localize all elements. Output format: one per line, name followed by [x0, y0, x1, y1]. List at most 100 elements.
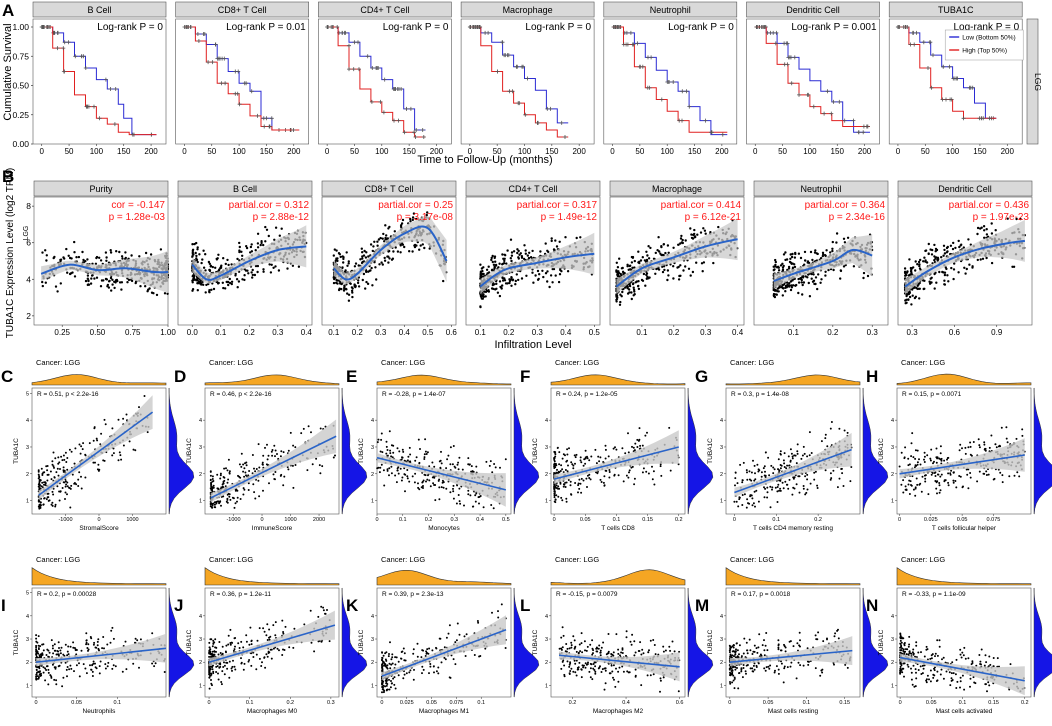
b-confidence-band: [333, 216, 447, 285]
xtick-label: 1000: [284, 517, 296, 523]
xlabel: Macrophages M1: [419, 708, 470, 715]
a-xtick-label: 0: [468, 147, 473, 156]
ytick-label: 4: [545, 614, 548, 620]
ytick-label: 4: [720, 614, 723, 620]
ytick-label: 4: [199, 418, 202, 424]
b-p-label: p = 1.28e-03: [109, 212, 166, 223]
right-density: [687, 387, 714, 515]
b-ytick-label: 4: [26, 274, 31, 284]
ylabel: TUBA1C: [358, 629, 365, 655]
right-density: [1033, 387, 1052, 515]
b-cor-label: partial.cor = 0.312: [229, 200, 310, 211]
ytick-label: 3: [26, 637, 29, 643]
xlabel: Mast cells resting: [768, 708, 819, 715]
b-strip-title: Macrophage: [652, 184, 702, 194]
xtick-label: 0.1: [246, 700, 254, 706]
ytick-label: 1: [545, 683, 548, 689]
b-subplot-6: Dendritic Cell 0.3 0.6 0.9 partial.cor = 0.4…: [897, 180, 1033, 337]
stat-label: R = 0.51, p < 2.2e-16: [37, 391, 99, 398]
b-ytick-label: 6: [26, 238, 31, 248]
xlabel: Neutrophils: [83, 708, 117, 715]
scatter-panel-C: C Cancer: LGG 1 2 3 4 5 -1000 0 1000 TUBA1C Stromal…: [1, 358, 195, 532]
b-fit-line: [191, 245, 307, 281]
xtick-label: 0: [898, 517, 901, 523]
xtick-label: 0.1: [772, 517, 780, 523]
a-xtick-label: 150: [688, 147, 702, 156]
top-density: [31, 567, 167, 586]
b-strip: [465, 180, 601, 197]
panel-label-J: J: [174, 596, 183, 615]
a-xtick-label: 200: [287, 147, 301, 156]
a-strip-title: TUBA1C: [938, 5, 974, 15]
b-ytick-label: 2: [26, 311, 31, 321]
scatter-panel-I: I Cancer: LGG 1 2 3 4 5 0 0.05 0.1 TUBA1C Neutrophi…: [1, 555, 195, 715]
scatter-panel-N: N Cancer: LGG 1 2 3 4 0 0.05 0.1 0.15 0.2 TUBA1C Mas…: [866, 555, 1052, 715]
a-xtick-label: 100: [803, 147, 817, 156]
a-ytick-label: 0.00: [12, 139, 29, 149]
ytick-label: 2: [199, 472, 202, 478]
fit-line: [381, 628, 507, 677]
b-cor-label: partial.cor = 0.317: [517, 200, 598, 211]
b-subplot-2: CD8+ T Cell 0.1 0.2 0.3 0.4 0.5 0.6 partial.cor…: [321, 180, 457, 337]
ylabel: TUBA1C: [532, 629, 539, 655]
xlabel: T cells follicular helper: [932, 525, 997, 532]
b-xtick-label: 0.0: [187, 328, 199, 337]
a-stat: Log-rank P = 0: [383, 22, 449, 33]
panel-label-N: N: [866, 596, 878, 615]
ylabel: TUBA1C: [13, 438, 20, 464]
a-strip: [460, 1, 595, 18]
a-strip: [603, 1, 738, 18]
xtick-label: 0.4: [476, 517, 484, 523]
a-xtick-label: 50: [635, 147, 644, 156]
top-density: [204, 374, 340, 386]
ytick-label: 1: [371, 683, 374, 689]
a-stat: Log-rank P = 0.01: [226, 22, 306, 33]
ytick-label: 1: [720, 683, 723, 689]
b-xtick-label: 0.5: [422, 328, 434, 337]
b-side-label: LGG: [23, 226, 30, 241]
ytick-label: 3: [545, 637, 548, 643]
a-plot-frame: [603, 18, 738, 145]
fit-line: [208, 624, 336, 663]
cancer-label: Cancer: LGG: [901, 358, 945, 367]
ytick-label: 3: [199, 445, 202, 451]
xtick-label: -1000: [226, 517, 240, 523]
cancer-label: Cancer: LGG: [730, 358, 774, 367]
ylabel: TUBA1C: [532, 438, 539, 464]
top-density: [204, 567, 340, 586]
ytick-label: 1: [891, 499, 894, 505]
xlabel: Macrophages M0: [247, 708, 298, 715]
top-density: [376, 374, 512, 386]
ylabel: TUBA1C: [358, 438, 365, 464]
a-ytick-label: 0.50: [12, 81, 29, 91]
a-xtick-label: 50: [350, 147, 359, 156]
stat-label: R = 0.17, p = 0.0018: [731, 591, 791, 598]
xtick-label: 0.2: [425, 517, 433, 523]
b-strip-title: Neutrophil: [800, 184, 841, 194]
a-xtick-label: 0: [896, 147, 901, 156]
xtick-label: -1000: [58, 517, 72, 523]
cancer-label: Cancer: LGG: [555, 358, 599, 367]
xtick-label: 0.2: [286, 700, 294, 706]
stat-label: R = 0.15, p = 0.0071: [902, 391, 962, 398]
ytick-label: 5: [26, 591, 29, 597]
b-xtick-label: 0.2: [827, 328, 839, 337]
scatter-panel-E: E Cancer: LGG 1 2 3 4 0 0.1 0.2 0.3 0.4 0.5 TUBA1C Mo…: [346, 358, 540, 532]
a-xtick-label: 150: [831, 147, 845, 156]
stat-label: R = 0.36, p = 1.2e-11: [210, 591, 271, 598]
ylabel: TUBA1C: [878, 438, 885, 464]
a-xtick-label: 100: [518, 147, 532, 156]
fit-line: [38, 411, 154, 496]
xtick-label: 0.2: [675, 517, 683, 523]
ytick-label: 3: [371, 445, 374, 451]
a-xtick-label: 100: [90, 147, 104, 156]
ytick-label: 4: [26, 614, 29, 620]
b-cor-label: partial.cor = 0.436: [949, 200, 1030, 211]
b-subplot-5: Neutrophil 0.1 0.2 0.3 partial.cor = 0.364p …: [753, 180, 889, 337]
b-xtick-label: 0.1: [475, 328, 487, 337]
xtick-label: 0.3: [450, 517, 458, 523]
ytick-label: 2: [720, 472, 723, 478]
a-strip: [888, 1, 1023, 18]
b-confidence-band: [905, 219, 1025, 295]
a-strip-title: Neutrophil: [650, 5, 691, 15]
